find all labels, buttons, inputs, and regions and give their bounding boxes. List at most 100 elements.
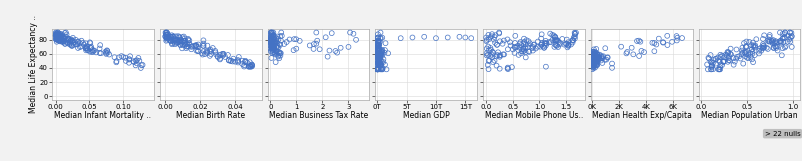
Point [223, 59, 236, 62]
Point [493, 67, 506, 70]
Point [508, 52, 521, 54]
Point [535, 33, 548, 36]
Point [716, 54, 729, 57]
Point [513, 46, 526, 49]
Point [372, 50, 385, 52]
Point [160, 39, 172, 42]
Point [704, 61, 717, 63]
Point [711, 59, 724, 62]
Point [372, 61, 385, 63]
Point [372, 36, 385, 39]
Point [515, 52, 528, 55]
Point [757, 44, 770, 47]
Point [373, 59, 386, 61]
Point [780, 45, 792, 47]
Point [648, 42, 661, 44]
Point [560, 43, 573, 45]
Point [546, 39, 559, 42]
Point [770, 47, 783, 49]
Point [747, 44, 760, 47]
Point [755, 49, 768, 52]
Point [375, 51, 388, 53]
Point [173, 36, 186, 38]
Point [159, 31, 172, 34]
Point [226, 60, 239, 63]
Point [264, 44, 277, 47]
Point [186, 45, 199, 47]
Point [119, 60, 132, 62]
Point [51, 38, 64, 40]
Point [569, 31, 582, 34]
Point [376, 68, 389, 71]
Point [227, 57, 240, 60]
Point [480, 52, 493, 55]
Point [586, 62, 599, 65]
Point [714, 61, 727, 63]
Point [774, 40, 787, 42]
Point [569, 33, 581, 35]
Point [395, 37, 407, 39]
Point [123, 62, 136, 64]
Point [192, 43, 205, 46]
Point [174, 43, 187, 46]
Point [586, 63, 599, 66]
Point [586, 65, 599, 68]
Point [646, 42, 658, 44]
Point [371, 57, 384, 59]
Point [133, 60, 146, 62]
Point [269, 53, 282, 56]
Point [371, 56, 384, 59]
Point [733, 55, 746, 57]
Point [65, 44, 78, 46]
Point [725, 53, 738, 56]
Point [267, 46, 280, 48]
Point [371, 55, 383, 57]
Point [63, 39, 75, 41]
Point [229, 60, 241, 63]
Point [371, 63, 383, 66]
Point [311, 39, 324, 42]
Point [54, 32, 67, 35]
Point [588, 52, 601, 55]
Point [181, 38, 194, 40]
Point [182, 42, 195, 44]
Point [180, 43, 193, 45]
Point [165, 34, 178, 37]
Point [589, 60, 602, 63]
Point [589, 60, 602, 63]
Point [480, 39, 493, 41]
Point [372, 68, 385, 71]
Point [553, 43, 566, 46]
Point [371, 37, 384, 39]
Point [64, 40, 77, 42]
Point [516, 50, 529, 53]
Point [71, 43, 83, 46]
Point [587, 53, 600, 55]
Point [504, 41, 516, 43]
Point [587, 57, 600, 60]
Point [586, 60, 599, 63]
Point [164, 36, 177, 38]
Point [161, 34, 174, 36]
Point [705, 64, 718, 66]
Point [266, 47, 279, 50]
Point [204, 50, 217, 52]
Point [371, 54, 384, 57]
Point [189, 44, 202, 47]
Point [552, 46, 565, 48]
Point [51, 34, 64, 37]
Point [586, 62, 599, 64]
Point [269, 52, 282, 55]
Point [371, 56, 384, 58]
Point [50, 38, 63, 40]
Point [758, 46, 771, 49]
Point [587, 64, 600, 66]
Point [264, 40, 277, 42]
Point [586, 56, 599, 59]
Point [182, 45, 195, 48]
Point [714, 53, 727, 56]
Point [53, 35, 66, 37]
Point [549, 39, 562, 42]
Point [562, 44, 575, 47]
Point [268, 38, 281, 40]
